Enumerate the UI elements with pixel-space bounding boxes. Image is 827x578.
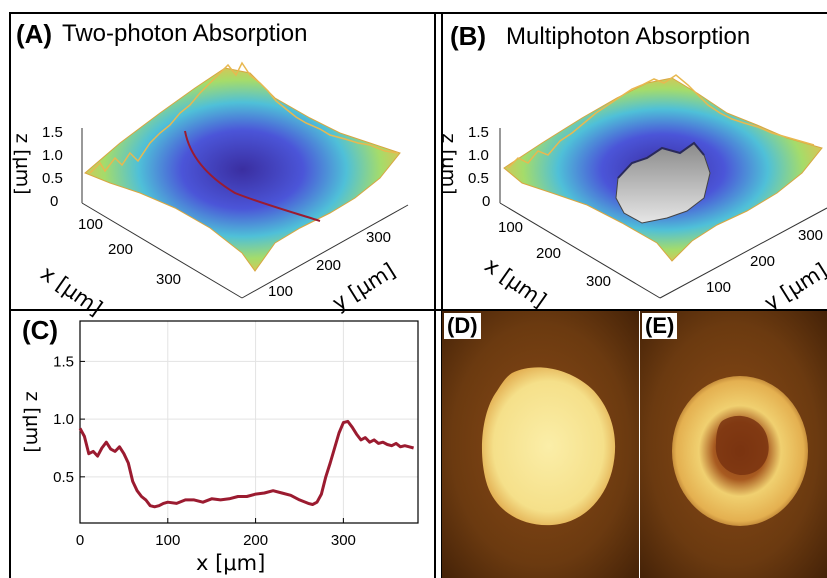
panel-d: (D) [442,311,639,578]
crater-rim-b [617,141,705,179]
surface-spikes-a [89,61,399,174]
panel-e-letter: (E) [642,313,678,339]
profile-y-label: z [μm] [21,391,44,453]
floor-edge-left-a [81,202,243,299]
frame-top [9,12,827,14]
x-tick-b-2: 300 [586,273,612,290]
x-tick-a-1: 200 [108,241,134,258]
panel-e: (E) [640,311,827,578]
z-tick-b-2: 1.0 [468,147,489,164]
x-tick-b-0: 100 [498,219,524,236]
panel-a: (A) Two-photon Absorption 0 0.5 1.0 1.5 … [10,13,434,320]
surface-spikes-b [507,74,815,169]
micrograph-d-spot [481,367,616,526]
panel-b-title: Multiphoton Absorption [506,23,751,50]
profile-chart: 0 100 200 300 0.5 1.0 1.5 [53,320,419,549]
floor-edge-right-a [241,204,409,299]
panel-c-letter: (C) [22,315,59,345]
y-tick-a-2: 300 [366,229,392,246]
y-tick-label-1: 1.0 [53,411,74,428]
z-tick-b-3: 1.5 [468,124,489,141]
micrograph-e [640,311,827,578]
x-tick-b-1: 200 [536,245,562,262]
panel-c: (C) 0 100 200 300 0.5 1.0 1.5 z [μm] x [μm] [10,311,434,578]
panel-b-letter: (B) [450,21,487,51]
x-tick-label-0: 0 [76,532,84,549]
z-label-a: z [μm] [11,133,34,195]
frame-left [9,12,11,578]
surface-body-a [84,67,401,272]
z-tick-a-1: 0.5 [42,170,63,187]
z-tick-b-1: 0.5 [468,170,489,187]
x-tick-label-1: 100 [155,532,180,549]
y-tick-b-1: 200 [750,253,776,270]
cross-section-line-a [184,130,321,222]
y-tick-a-0: 100 [268,283,294,300]
surface-plot-b [499,74,827,299]
panel-b: (B) Multiphoton Absorption 0 0.5 1.0 [442,13,827,309]
x-tick-label-3: 300 [331,532,356,549]
floor-edge-left-b [499,202,661,299]
plot-frame [79,320,419,524]
panel-a-letter: (A) [16,19,53,49]
y-tick-b-0: 100 [706,279,732,296]
profile-series-line [78,419,414,509]
surface-plot-a [81,61,409,299]
x-tick-a-2: 300 [156,271,182,288]
panel-d-letter: (D) [444,313,481,339]
micrograph-d [442,311,639,578]
x-tick-label-2: 200 [243,532,268,549]
y-tick-a-1: 200 [316,257,342,274]
z-label-b: z [μm] [442,133,460,195]
profile-x-label: x [μm] [196,551,266,575]
micrograph-e-center [715,415,769,476]
z-tick-b-0: 0 [482,193,491,210]
z-tick-a-0: 0 [50,193,59,210]
panel-a-title: Two-photon Absorption [62,20,308,47]
z-tick-a-2: 1.0 [42,147,63,164]
z-tick-a-3: 1.5 [42,124,63,141]
y-tick-label-0: 0.5 [53,469,74,486]
y-tick-label-2: 1.5 [53,353,74,370]
x-tick-a-0: 100 [78,216,104,233]
floor-edge-right-b [659,207,827,299]
y-tick-b-2: 300 [798,227,824,244]
frame-divider-horizontal [9,309,827,311]
frame-divider-vertical-b [441,12,443,578]
frame-divider-vertical-a [434,12,436,578]
